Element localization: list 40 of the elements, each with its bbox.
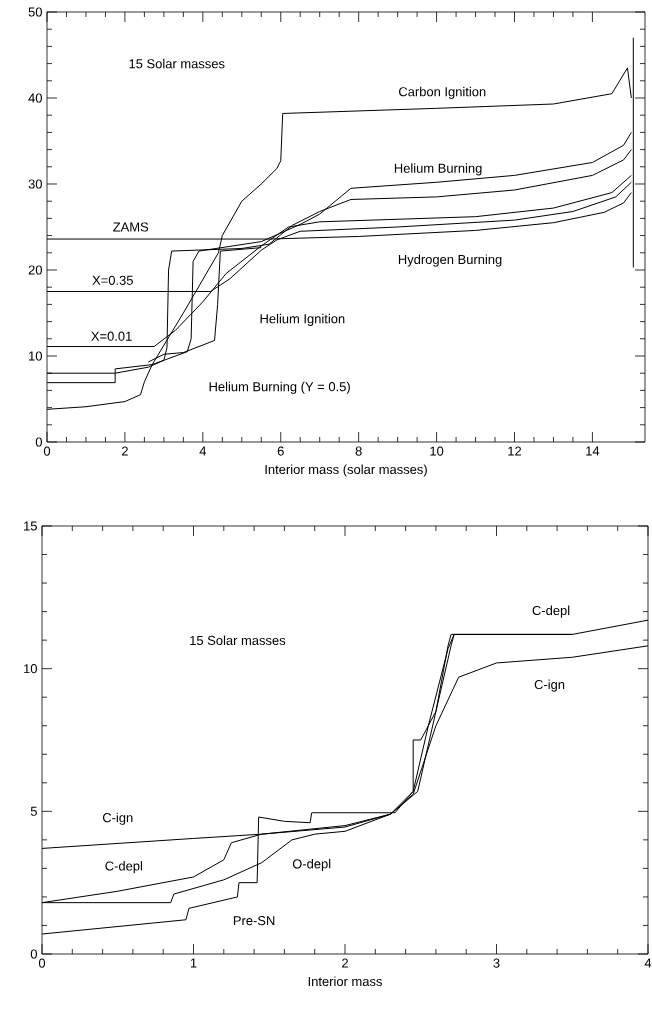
y-tick-label: 20 xyxy=(28,265,42,275)
x-tick-label: 4 xyxy=(199,446,207,456)
x-tick-label: 2 xyxy=(342,958,348,968)
x-tick-label: 4 xyxy=(644,958,652,968)
annotation: 15 Solar masses xyxy=(129,58,225,69)
y-tick-label: 10 xyxy=(29,351,42,361)
y-tick-label: 10 xyxy=(24,664,37,674)
annotation: X=0.01 xyxy=(91,331,132,341)
annotation: Helium Burning xyxy=(394,163,482,176)
annotation: Helium Burning (Y = 0.5) xyxy=(209,381,350,394)
y-tick-label: 5 xyxy=(30,806,37,816)
annotation: 15 Solar masses xyxy=(190,635,286,646)
annotation: Carbon Ignition xyxy=(399,86,486,99)
x-tick-label: 14 xyxy=(586,446,600,456)
x-tick-label: 12 xyxy=(508,446,522,456)
annotation: C-ign xyxy=(534,679,565,692)
y-tick-label: 30 xyxy=(28,179,42,189)
x-tick-label: 8 xyxy=(355,446,362,456)
x-tick-label: 1 xyxy=(190,958,197,968)
x-axis-title: Interior mass (solar masses) xyxy=(265,464,427,477)
x-axis-title: Interior mass xyxy=(308,976,382,987)
x-tick-label: 3 xyxy=(493,958,500,968)
x-tick-label: 6 xyxy=(277,446,284,456)
x-tick-label: 0 xyxy=(43,446,51,456)
annotation: C-depl xyxy=(532,605,570,618)
y-tick-label: 0 xyxy=(30,949,37,959)
annotation: X=0.35 xyxy=(92,275,133,285)
y-tick-label: 40 xyxy=(28,93,42,103)
annotation: Hydrogen Burning xyxy=(398,254,502,267)
annotation: C-depl xyxy=(105,861,143,874)
annotation: ZAMS xyxy=(113,222,149,232)
annotation: Helium Ignition xyxy=(260,313,345,326)
annotation: O-depl xyxy=(292,858,331,872)
y-tick-label: 15 xyxy=(24,521,37,531)
y-tick-label: 0 xyxy=(35,437,42,447)
annotation: Pre-SN xyxy=(233,916,275,926)
x-tick-label: 2 xyxy=(121,446,128,456)
y-tick-label: 50 xyxy=(28,7,42,17)
x-tick-label: 10 xyxy=(430,446,444,456)
annotation: C-ign xyxy=(102,812,133,825)
